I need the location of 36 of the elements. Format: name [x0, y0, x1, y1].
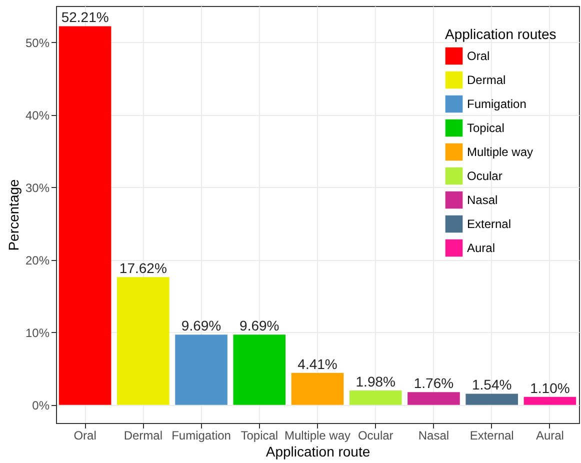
y-tick-label: 0% [32, 398, 50, 412]
data-label: 1.54% [472, 376, 512, 393]
x-tick-label: Oral [74, 428, 96, 442]
legend-label: Ocular [467, 169, 502, 183]
x-tick-label: Multiple way [284, 428, 351, 442]
data-label: 1.10% [530, 380, 570, 396]
legend-label: Oral [467, 49, 490, 63]
x-tick-label: Dermal [124, 428, 163, 442]
x-tick-label: Ocular [358, 428, 394, 442]
legend-label: Dermal [467, 73, 506, 87]
legend-label: Multiple way [467, 145, 534, 159]
data-label: 9.69% [181, 318, 222, 334]
x-tick-label: Fumigation [172, 428, 231, 442]
y-tick-label: 10% [25, 326, 50, 340]
x-tick-label: External [470, 428, 514, 442]
legend-label: Topical [467, 121, 504, 135]
y-tick-label: 20% [25, 253, 50, 268]
data-label: 17.62% [119, 260, 167, 276]
x-axis-title: Application route [266, 444, 370, 460]
y-axis-title: Percentage [5, 178, 22, 251]
y-tick-label: 40% [25, 108, 50, 122]
data-label: 52.21% [61, 9, 109, 26]
data-label: 9.69% [240, 318, 280, 334]
y-tick-label: 50% [25, 36, 50, 50]
legend-label: Nasal [467, 193, 498, 207]
x-tick-label: Topical [240, 428, 278, 442]
legend-label: Aural [467, 241, 496, 255]
legend-title: Application routes [445, 26, 556, 42]
data-label: 4.41% [298, 356, 338, 372]
legend-label: Fumigation [467, 97, 526, 111]
data-label: 1.76% [414, 375, 454, 392]
legend-label: External [467, 217, 512, 231]
y-tick-label: 30% [25, 180, 50, 195]
x-tick-label: Nasal [418, 428, 450, 442]
data-label: 1.98% [356, 374, 396, 390]
x-tick-label: Aural [536, 428, 564, 442]
